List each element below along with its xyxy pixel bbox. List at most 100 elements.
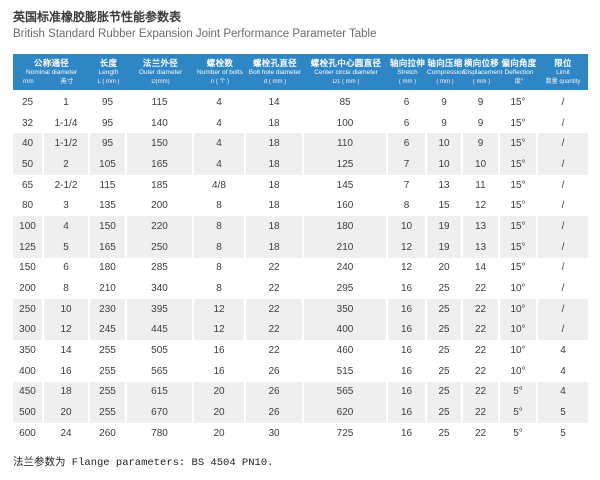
cell: 16 bbox=[388, 319, 427, 341]
cell: 12 bbox=[194, 298, 246, 320]
table-row: 350 14 255 505 16 22 460 16 25 22 10° 4 bbox=[13, 340, 588, 361]
cell: 615 bbox=[127, 381, 194, 403]
cell: 25 bbox=[427, 298, 463, 320]
cell: 12 bbox=[388, 236, 427, 258]
cell: 15° bbox=[500, 92, 538, 113]
cell: 22 bbox=[463, 381, 500, 403]
page: 英国标准橡胶膨胀节性能参数表 British Standard Rubber E… bbox=[13, 10, 588, 469]
col-label-en: Outer diameter bbox=[138, 69, 183, 76]
cell: 18 bbox=[246, 236, 304, 258]
cell: 22 bbox=[463, 360, 500, 382]
cell: 18 bbox=[246, 195, 304, 217]
cell: 450 bbox=[13, 381, 44, 403]
cell: 4 bbox=[194, 112, 246, 134]
cell: 22 bbox=[463, 340, 500, 361]
cell: 95 bbox=[90, 92, 127, 113]
col-label-unit: d ( mm ) bbox=[263, 79, 287, 85]
cell: 8 bbox=[194, 257, 246, 279]
cell: 19 bbox=[427, 236, 463, 258]
cell: 30 bbox=[246, 423, 304, 444]
cell: 7 bbox=[388, 174, 427, 196]
col-label-unit: 数量 quantity bbox=[545, 79, 581, 85]
cell: 10 bbox=[44, 298, 90, 320]
table-body: 25 1 95 115 4 14 85 6 9 9 15°/32 1-1/4 95 140 4 18 100 6 9… bbox=[13, 92, 588, 444]
col-label-cn: 轴向压缩 bbox=[427, 58, 463, 68]
cell: 165 bbox=[127, 154, 194, 175]
table-row: 200 8 210 340 8 22 295 16 25 22 10° / bbox=[13, 278, 588, 299]
col-label-cn: 螺栓数 bbox=[206, 58, 234, 68]
cell: 20 bbox=[194, 381, 246, 403]
cell: 1-1/4 bbox=[44, 112, 90, 134]
cell: 300 bbox=[13, 319, 44, 341]
cell: 65 bbox=[13, 174, 44, 196]
cell: 8 bbox=[194, 236, 246, 258]
cell: 8 bbox=[44, 278, 90, 299]
cell: 18 bbox=[246, 133, 304, 155]
cell: 13 bbox=[463, 236, 500, 258]
cell: 255 bbox=[90, 360, 127, 382]
col-header-length: 长度 Length L ( mm ) bbox=[90, 54, 127, 92]
cell: 115 bbox=[127, 92, 194, 113]
cell: 1 bbox=[44, 92, 90, 113]
cell: 95 bbox=[90, 133, 127, 155]
cell: 25 bbox=[427, 423, 463, 444]
cell: 16 bbox=[388, 402, 427, 423]
cell: 16 bbox=[388, 423, 427, 444]
cell: 240 bbox=[304, 257, 388, 279]
table-row: 25 1 95 115 4 14 85 6 9 9 15° / bbox=[13, 92, 588, 113]
col-label-unit: L ( mm ) bbox=[97, 79, 120, 85]
cell: 10° bbox=[500, 360, 538, 382]
cell: 16 bbox=[194, 360, 246, 382]
cell: 22 bbox=[463, 298, 500, 320]
cell: 14 bbox=[246, 92, 304, 113]
cell: 5 bbox=[538, 402, 588, 423]
cell: / bbox=[538, 92, 588, 113]
cell: 2 bbox=[44, 154, 90, 175]
col-header-limit: 限位 Limit 数量 quantity bbox=[538, 54, 588, 92]
cell: 18 bbox=[246, 112, 304, 134]
cell: 25 bbox=[427, 319, 463, 341]
col-label-cn: 限位 bbox=[554, 58, 572, 68]
cell: 150 bbox=[90, 216, 127, 237]
cell: 15° bbox=[500, 195, 538, 217]
table-header-row: 公称通径 Nominal diameter mm 英寸 长度 Length L … bbox=[13, 54, 588, 92]
cell: 20 bbox=[194, 423, 246, 444]
cell: 340 bbox=[127, 278, 194, 299]
cell: 8 bbox=[194, 216, 246, 237]
cell: 8 bbox=[388, 195, 427, 217]
col-label-unit: 度° bbox=[514, 79, 524, 85]
unit-inch: 英寸 bbox=[60, 78, 74, 85]
cell: 9 bbox=[463, 112, 500, 134]
cell: 200 bbox=[127, 195, 194, 217]
cell: 6 bbox=[388, 92, 427, 113]
cell: 22 bbox=[463, 423, 500, 444]
col-label-en: Displacement bbox=[463, 69, 503, 76]
cell: 4 bbox=[538, 340, 588, 361]
cell: 5° bbox=[500, 402, 538, 423]
col-header-deflection: 偏向角度 Deflection 度° bbox=[500, 54, 538, 92]
flange-parameters-note: 法兰参数为 Flange parameters: BS 4504 PN10. bbox=[13, 456, 274, 469]
cell: 5 bbox=[538, 423, 588, 444]
cell: 5° bbox=[500, 423, 538, 444]
cell: 780 bbox=[127, 423, 194, 444]
table-row: 100 4 150 220 8 18 180 10 19 13 15° / bbox=[13, 216, 588, 237]
cell: / bbox=[538, 278, 588, 299]
page-title-en: British Standard Rubber Expansion Joint … bbox=[13, 28, 377, 40]
cell: 4 bbox=[538, 360, 588, 382]
cell: 26 bbox=[246, 360, 304, 382]
col-header-compression: 轴向压缩 Compression ( mm ) bbox=[427, 54, 465, 92]
cell: 25 bbox=[427, 360, 463, 382]
cell: 185 bbox=[127, 174, 194, 196]
cell: / bbox=[538, 133, 588, 155]
col-header-center-circle-diameter: 螺栓孔中心圆直径 Center circle diameter D1 ( mm … bbox=[304, 54, 388, 92]
cell: 160 bbox=[304, 195, 388, 217]
cell: 16 bbox=[388, 340, 427, 361]
cell: 445 bbox=[127, 319, 194, 341]
cell: 22 bbox=[463, 402, 500, 423]
cell: 22 bbox=[463, 319, 500, 341]
col-header-bolt-hole-diameter: 螺栓孔直径 Bolt hole diameter d ( mm ) bbox=[246, 54, 304, 92]
parameter-table: 公称通径 Nominal diameter mm 英寸 长度 Length L … bbox=[13, 54, 588, 444]
cell: 8 bbox=[194, 195, 246, 217]
cell: 6 bbox=[44, 257, 90, 279]
cell: 1-1/2 bbox=[44, 133, 90, 155]
